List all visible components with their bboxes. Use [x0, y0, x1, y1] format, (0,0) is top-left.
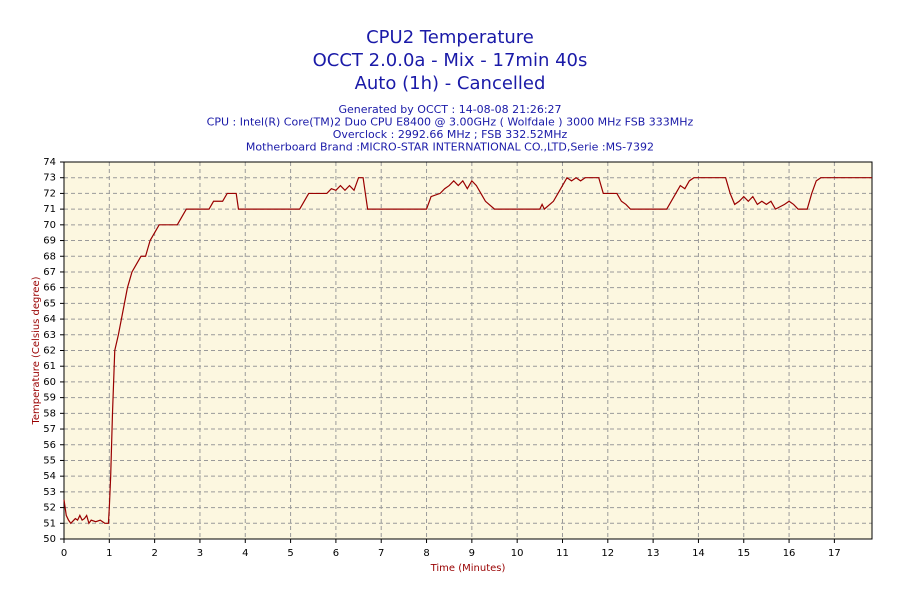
x-tick-label: 13	[647, 548, 660, 559]
x-tick-label: 12	[601, 548, 614, 559]
y-tick-label: 67	[43, 267, 56, 278]
x-tick-label: 11	[556, 548, 569, 559]
x-tick-label: 2	[151, 548, 157, 559]
x-tick-label: 15	[737, 548, 750, 559]
y-tick-label: 50	[43, 534, 56, 545]
y-tick-label: 72	[43, 188, 56, 199]
x-tick-label: 14	[692, 548, 705, 559]
y-tick-label: 66	[43, 283, 56, 294]
y-tick-label: 69	[43, 236, 56, 247]
y-tick-label: 68	[43, 251, 56, 262]
y-tick-label: 62	[43, 346, 56, 357]
y-tick-label: 52	[43, 503, 56, 514]
y-tick-label: 74	[43, 157, 56, 168]
y-tick-label: 64	[43, 314, 56, 325]
y-tick-label: 53	[43, 487, 56, 498]
chart-subtitle: CPU : Intel(R) Core(TM)2 Duo CPU E8400 @…	[207, 116, 694, 129]
chart-title: CPU2 Temperature	[366, 27, 534, 48]
y-axis-label: Temperature (Celsius degree)	[31, 276, 42, 425]
chart-title: OCCT 2.0.0a - Mix - 17min 40s	[313, 50, 588, 71]
y-tick-label: 65	[43, 298, 56, 309]
chart-title: Auto (1h) - Cancelled	[355, 73, 546, 94]
y-tick-label: 51	[43, 518, 56, 529]
y-tick-label: 54	[43, 471, 56, 482]
x-tick-label: 1	[106, 548, 112, 559]
x-tick-label: 16	[783, 548, 796, 559]
chart-subtitle: Generated by OCCT : 14-08-08 21:26:27	[338, 103, 561, 116]
chart-subtitle: Motherboard Brand :MICRO-STAR INTERNATIO…	[246, 141, 654, 154]
y-tick-label: 60	[43, 377, 56, 388]
y-tick-label: 73	[43, 173, 56, 184]
x-tick-label: 0	[61, 548, 67, 559]
y-tick-label: 61	[43, 361, 56, 372]
y-tick-label: 71	[43, 204, 56, 215]
x-tick-label: 10	[511, 548, 524, 559]
y-tick-label: 57	[43, 424, 56, 435]
y-tick-label: 56	[43, 440, 56, 451]
x-tick-label: 17	[828, 548, 841, 559]
chart-subtitle: Overclock : 2992.66 MHz ; FSB 332.52MHz	[333, 128, 568, 141]
plot-frame	[63, 161, 873, 540]
x-tick-label: 9	[469, 548, 475, 559]
data-line	[63, 176, 872, 525]
x-tick-label: 6	[333, 548, 339, 559]
x-tick-label: 5	[287, 548, 293, 559]
x-tick-label: 3	[197, 548, 203, 559]
x-tick-label: 7	[378, 548, 384, 559]
y-tick-label: 59	[43, 393, 56, 404]
x-tick-label: 8	[423, 548, 429, 559]
y-tick-label: 55	[43, 455, 56, 466]
y-tick-label: 70	[43, 220, 56, 231]
y-tick-label: 63	[43, 330, 56, 341]
x-axis-label: Time (Minutes)	[430, 563, 506, 574]
y-tick-label: 58	[43, 408, 56, 419]
x-tick-label: 4	[242, 548, 248, 559]
